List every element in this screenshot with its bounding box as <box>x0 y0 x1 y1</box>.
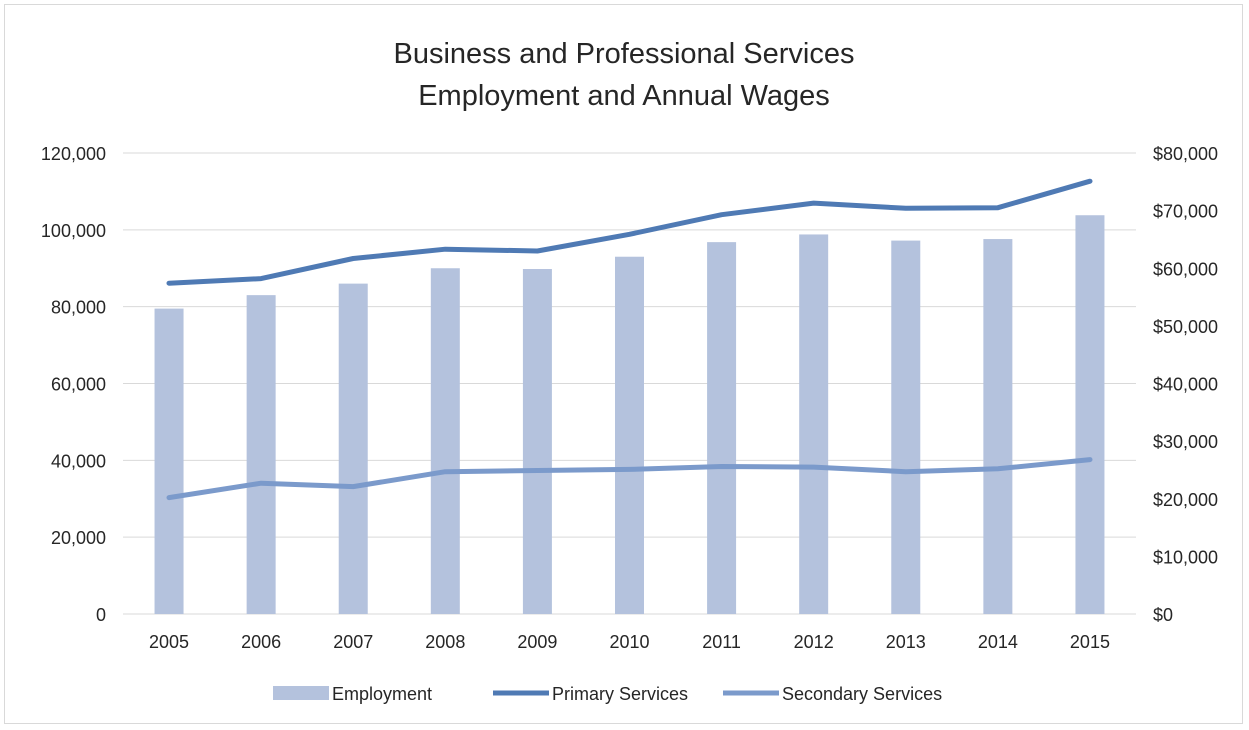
x-tick-label: 2009 <box>517 632 557 652</box>
x-tick-label: 2010 <box>609 632 649 652</box>
x-tick-label: 2011 <box>702 632 741 652</box>
employment-bar <box>983 239 1013 614</box>
left-tick-label: 0 <box>96 605 106 625</box>
employment-bar <box>522 269 552 614</box>
right-axis-ticks: $0 $10,000 $20,000 $30,000 $40,000 $50,000 $60… <box>1153 144 1218 625</box>
right-tick-label: $30,000 <box>1153 432 1218 452</box>
left-tick-label: 100,000 <box>41 221 106 241</box>
right-tick-label: $10,000 <box>1153 547 1218 567</box>
employment-bar <box>615 256 644 614</box>
series-lines <box>166 178 1093 501</box>
legend-item-employment: Employment <box>273 684 432 704</box>
legend-item-secondary-services: Secondary Services <box>723 684 942 704</box>
employment-bar <box>246 295 276 614</box>
legend-swatch <box>273 686 329 700</box>
employment-bar <box>799 234 829 614</box>
primary-services-line <box>166 178 1093 286</box>
left-tick-label: 120,000 <box>41 144 106 164</box>
left-tick-label: 20,000 <box>51 528 106 548</box>
right-tick-label: $80,000 <box>1153 144 1218 164</box>
chart-title-line-1: Business and Professional Services <box>393 38 854 70</box>
employment-bar <box>707 242 737 615</box>
x-tick-label: 2008 <box>425 632 465 652</box>
right-tick-label: $0 <box>1153 605 1173 625</box>
employment-bar <box>338 283 368 614</box>
legend: Employment Primary Services Secondary Serv… <box>273 684 942 704</box>
chart-title: Business and Professional Services Employ… <box>393 38 854 112</box>
x-tick-label: 2015 <box>1070 632 1110 652</box>
legend-label: Secondary Services <box>782 684 942 704</box>
right-tick-label: $20,000 <box>1153 490 1218 510</box>
x-tick-label: 2007 <box>333 632 373 652</box>
x-tick-label: 2014 <box>978 632 1018 652</box>
employment-bar <box>154 308 184 614</box>
x-tick-label: 2012 <box>794 632 834 652</box>
left-tick-label: 60,000 <box>51 375 106 395</box>
left-tick-label: 80,000 <box>51 298 106 318</box>
employment-bar <box>430 268 460 614</box>
right-tick-label: $50,000 <box>1153 317 1218 337</box>
right-tick-label: $70,000 <box>1153 202 1218 222</box>
x-tick-label: 2005 <box>149 632 189 652</box>
x-tick-label: 2006 <box>241 632 281 652</box>
x-axis-ticks: 2005 2006 2007 2008 2009 2010 2011 2012 2013 2014… <box>149 632 1110 652</box>
x-tick-label: 2013 <box>886 632 926 652</box>
legend-item-primary-services: Primary Services <box>493 684 688 704</box>
chart-title-line-2: Employment and Annual Wages <box>418 80 830 112</box>
employment-bar <box>1075 215 1105 615</box>
chart-frame: Business and Professional Services Employ… <box>4 4 1243 724</box>
left-tick-label: 40,000 <box>51 451 106 471</box>
employment-bar <box>891 240 921 614</box>
employment-bars <box>154 215 1105 615</box>
right-tick-label: $60,000 <box>1153 259 1218 279</box>
legend-label: Employment <box>332 684 432 704</box>
left-axis-ticks: 0 20,000 40,000 60,000 80,000 100,000 120,000 <box>41 144 106 625</box>
secondary-services-line <box>166 457 1093 501</box>
chart-svg: Business and Professional Services Employ… <box>41 38 1218 704</box>
right-tick-label: $40,000 <box>1153 375 1218 395</box>
legend-label: Primary Services <box>552 684 688 704</box>
